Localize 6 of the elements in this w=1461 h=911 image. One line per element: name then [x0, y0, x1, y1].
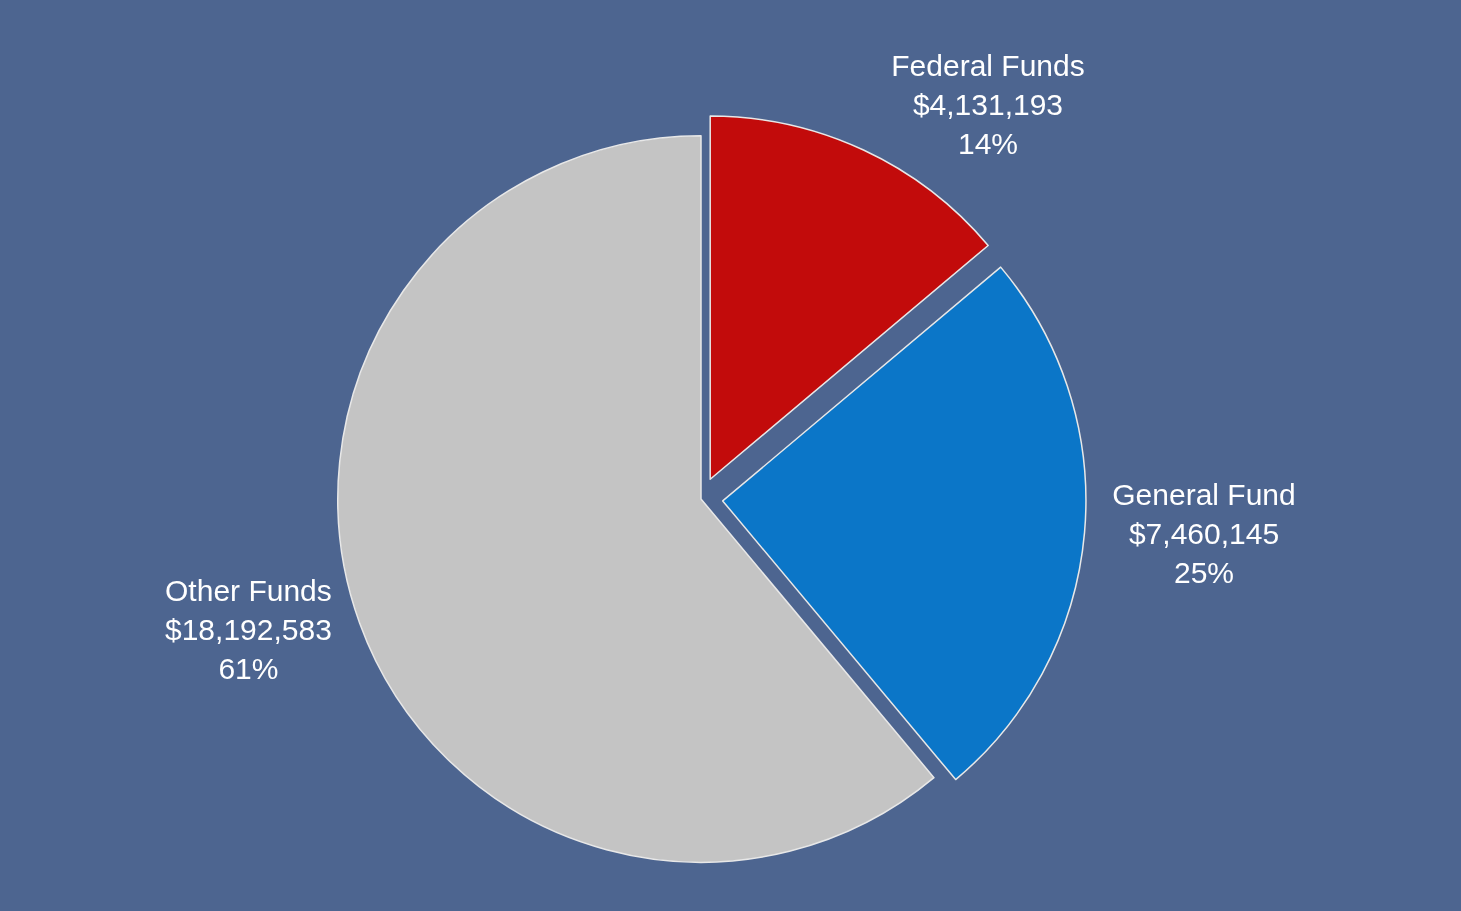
data-label: $7,460,145 25% — [1128, 516, 1280, 589]
slice-label: Other Funds — [165, 573, 332, 607]
slice-label: General Fund — [1112, 477, 1296, 511]
data-label: $4,131,193 14% — [912, 87, 1064, 160]
data-label: $18,192,583 61% — [164, 612, 332, 685]
slice-label: Federal Funds — [891, 48, 1085, 82]
